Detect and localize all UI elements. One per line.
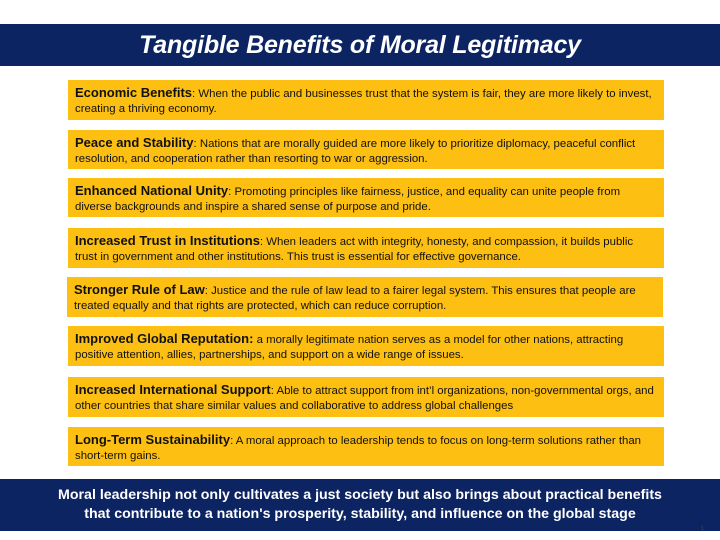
conclusion-banner: Moral leadership not only cultivates a j… [0,479,720,531]
benefit-separator: : [204,285,212,297]
benefit-separator: : [228,186,235,198]
benefit-text: Justice and the rule of law lead to a fa… [74,285,636,312]
benefit-separator: : [230,435,236,447]
benefit-heading: Economic Benefits [75,85,193,100]
benefit-heading: Enhanced National Unity [75,183,229,198]
slide-title: Tangible Benefits of Moral Legitimacy [139,30,581,59]
conclusion-line-1: Moral leadership not only cultivates a j… [58,487,662,503]
benefit-text: When the public and businesses trust tha… [75,88,652,115]
benefit-text: Promoting principles like fairness, just… [75,186,621,213]
benefit-separator: : [259,236,267,248]
benefit-heading: Increased Trust in Institutions [75,233,260,248]
benefit-separator: : [193,138,200,150]
benefit-text: When leaders act with integrity, honesty… [75,236,634,263]
benefit-box-reputation: Improved Global Reputation: a morally le… [68,326,664,366]
conclusion-line-2: that contribute to a nation's prosperity… [84,506,636,522]
benefit-box-rule-of-law: Stronger Rule of Law: Justice and the ru… [67,277,663,317]
benefit-box-unity: Enhanced National Unity: Promoting princ… [68,178,664,217]
benefit-box-economic: Economic Benefits: When the public and b… [68,80,664,120]
title-banner: Tangible Benefits of Moral Legitimacy [0,24,720,66]
benefit-heading: Peace and Stability [75,135,194,150]
benefit-box-peace: Peace and Stability: Nations that are mo… [68,130,664,169]
page-number: 1 [700,526,704,532]
benefit-text: A moral approach to leadership tends to … [75,435,642,462]
benefit-heading: Stronger Rule of Law [74,282,205,297]
benefit-separator: : [270,385,277,397]
benefit-text: Nations that are morally guided are more… [75,138,636,165]
benefit-heading: Increased International Support [75,382,271,397]
benefit-heading: Long-Term Sustainability [75,432,231,447]
benefit-heading: Improved Global Reputation: [75,331,254,346]
benefit-separator: : [192,88,199,100]
benefit-box-trust: Increased Trust in Institutions: When le… [68,228,664,268]
benefit-text: Able to attract support from int’l organ… [75,385,654,412]
benefit-text: a morally legitimate nation serves as a … [75,334,624,361]
benefit-box-sustainability: Long-Term Sustainability: A moral approa… [68,427,664,466]
benefit-box-international-support: Increased International Support: Able to… [68,377,664,417]
